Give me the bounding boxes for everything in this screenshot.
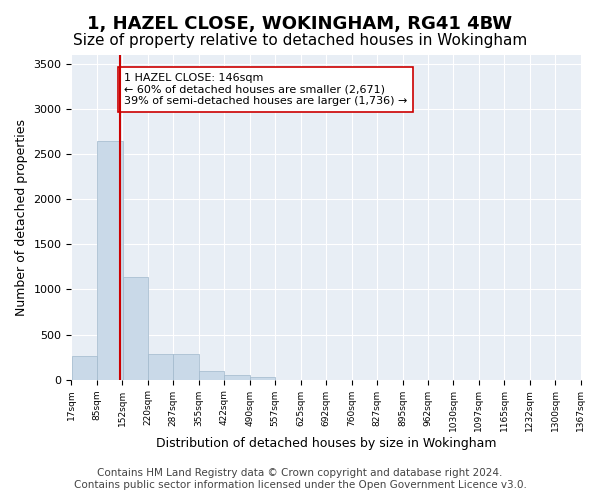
Bar — [122, 278, 148, 380]
Text: Size of property relative to detached houses in Wokingham: Size of property relative to detached ho… — [73, 32, 527, 48]
Y-axis label: Number of detached properties: Number of detached properties — [15, 119, 28, 316]
Bar — [199, 372, 224, 380]
X-axis label: Distribution of detached houses by size in Wokingham: Distribution of detached houses by size … — [156, 437, 496, 450]
Bar — [224, 375, 250, 380]
Bar — [148, 354, 173, 380]
Text: 1 HAZEL CLOSE: 146sqm
← 60% of detached houses are smaller (2,671)
39% of semi-d: 1 HAZEL CLOSE: 146sqm ← 60% of detached … — [124, 73, 407, 106]
Bar — [97, 140, 122, 380]
Bar — [173, 354, 199, 380]
Text: Contains HM Land Registry data © Crown copyright and database right 2024.
Contai: Contains HM Land Registry data © Crown c… — [74, 468, 526, 490]
Bar — [250, 377, 275, 380]
Bar — [71, 356, 97, 380]
Text: 1, HAZEL CLOSE, WOKINGHAM, RG41 4BW: 1, HAZEL CLOSE, WOKINGHAM, RG41 4BW — [88, 15, 512, 33]
